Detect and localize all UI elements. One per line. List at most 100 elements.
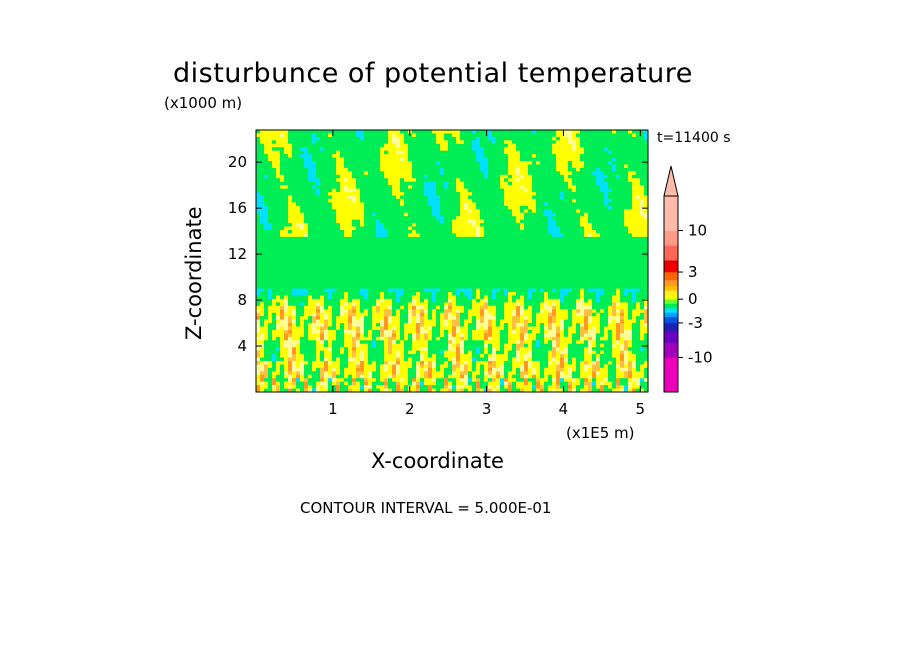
heatmap-cell [596,274,601,279]
heatmap-cell [416,178,421,183]
heatmap-cell [380,257,385,262]
heatmap-cell [536,274,541,279]
heatmap-cell [620,136,625,141]
heatmap-cell [572,140,577,145]
heatmap-cell [272,147,277,152]
heatmap-cell [568,247,573,252]
heatmap-cell [328,164,333,169]
heatmap-cell [308,174,313,179]
heatmap-cell [588,247,593,252]
heatmap-cell [548,174,553,179]
heatmap-cell [600,271,605,276]
heatmap-cell [412,302,417,307]
heatmap-cell [376,136,381,141]
heatmap-cell [488,185,493,190]
heatmap-cell [472,143,477,148]
heatmap-cell [520,192,525,196]
heatmap-cell [416,278,421,283]
heatmap-cell [472,205,477,210]
heatmap-cell [356,250,361,255]
heatmap-cell [472,274,477,279]
heatmap-cell [496,243,501,248]
heatmap-cell [428,288,433,293]
heatmap-cell [592,150,597,155]
heatmap-cell [384,205,389,210]
heatmap-cell [644,136,648,141]
heatmap-cell [368,130,373,134]
heatmap-cell [508,157,513,162]
heatmap-cell [268,171,273,176]
heatmap-cell [276,257,281,262]
heatmap-cell [276,302,281,307]
heatmap-cell [632,150,637,155]
heatmap-cell [464,254,469,258]
heatmap-cell [284,298,289,303]
heatmap-cell [576,247,581,252]
heatmap-cell [556,243,561,248]
heatmap-cell [456,174,461,179]
heatmap-cell [584,292,589,296]
heatmap-cell [356,171,361,176]
heatmap-cell [296,254,301,258]
heatmap-cell [256,236,261,241]
heatmap-cell [444,136,449,141]
heatmap-cell [320,295,325,300]
heatmap-cell [300,298,305,303]
heatmap-cell [560,188,565,193]
heatmap-cell [276,281,281,286]
heatmap-cell [288,150,293,155]
heatmap-cell [580,278,585,283]
heatmap-cell [488,261,493,265]
heatmap-cell [432,236,437,241]
heatmap-cell [256,247,261,252]
heatmap-cell [412,188,417,193]
heatmap-cell [320,264,325,269]
heatmap-cell [260,140,265,145]
heatmap-cell [368,205,373,210]
heatmap-cell [524,161,529,165]
heatmap-cell [436,216,441,221]
heatmap-cell [644,174,648,179]
heatmap-cell [308,264,313,269]
heatmap-cell [552,157,557,162]
heatmap-cell [300,229,305,234]
heatmap-cell [260,219,265,224]
heatmap-cell [592,229,597,234]
heatmap-cell [280,212,285,217]
heatmap-cell [500,278,505,283]
heatmap-cell [456,288,461,293]
heatmap-cell [460,278,465,283]
heatmap-cell [264,198,269,203]
heatmap-cell [296,198,301,203]
heatmap-cell [544,274,549,279]
heatmap-cell [536,233,541,238]
heatmap-cell [512,205,517,210]
heatmap-cell [616,229,621,234]
heatmap-cell [476,226,481,231]
heatmap-cell [600,281,605,286]
heatmap-cell [464,161,469,165]
heatmap-cell [388,233,393,238]
heatmap-cell [428,261,433,265]
heatmap-cell [440,147,445,152]
heatmap-cell [280,233,285,238]
heatmap-cell [348,198,353,203]
heatmap-cell [476,292,481,296]
heatmap-cell [640,178,645,183]
heatmap-cell [640,188,645,193]
heatmap-cell [268,261,273,265]
heatmap-cell [312,195,317,200]
heatmap-cell [364,295,369,300]
heatmap-cell [536,136,541,141]
heatmap-cell [596,257,601,262]
heatmap-cell [512,178,517,183]
heatmap-cell [576,267,581,272]
heatmap-cell [508,164,513,169]
heatmap-cell [328,216,333,221]
heatmap-cell [556,174,561,179]
heatmap-cell [440,192,445,196]
heatmap-cell [256,257,261,262]
heatmap-cell [424,226,429,231]
heatmap-cell [336,271,341,276]
heatmap-cell [480,257,485,262]
